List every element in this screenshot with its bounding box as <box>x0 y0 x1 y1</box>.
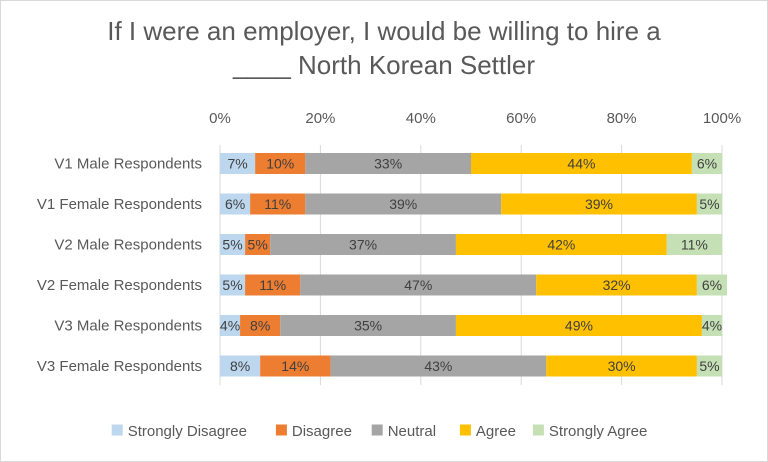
bar-segment <box>220 315 241 336</box>
x-axis-ticks: 0% 20% 40% 60% 80% 100% <box>209 110 741 127</box>
bar-segment <box>691 153 722 174</box>
data-label: 4% <box>220 318 240 334</box>
data-label: 8% <box>230 358 250 374</box>
legend-label: Strongly Agree <box>549 423 647 440</box>
bar-segment <box>455 234 667 255</box>
data-label: 30% <box>608 358 636 374</box>
data-label: 32% <box>603 277 631 293</box>
category-label: V3 Female Respondents <box>37 358 202 375</box>
chart-title: If I were an employer, I would be willin… <box>0 14 768 82</box>
bar-segment <box>501 193 697 215</box>
data-label: 44% <box>567 156 595 172</box>
legend-swatch <box>275 424 287 436</box>
legend-swatch <box>532 424 544 436</box>
data-label: 5% <box>222 237 242 253</box>
data-label: 39% <box>389 196 417 212</box>
data-label: 6% <box>697 156 717 172</box>
bar-segment <box>546 355 697 377</box>
data-label: 11% <box>259 277 286 293</box>
data-label: 33% <box>374 156 402 172</box>
bar-segment <box>305 153 471 174</box>
data-label: 7% <box>227 156 247 172</box>
data-label: 14% <box>281 358 309 374</box>
data-label: 8% <box>250 318 270 334</box>
data-label: 39% <box>585 196 613 212</box>
bar-segment <box>220 193 251 215</box>
bar-segment <box>330 355 547 377</box>
data-label: 10% <box>266 156 294 172</box>
bar-segment <box>255 153 306 174</box>
chart-title-line-1: If I were an employer, I would be willin… <box>107 16 661 46</box>
bar-segment <box>270 234 456 255</box>
bar-segment <box>305 193 502 215</box>
data-label: 6% <box>225 196 245 212</box>
bar-segment <box>250 193 306 215</box>
data-label: 43% <box>424 358 452 374</box>
bar-segment <box>300 274 537 296</box>
x-tick-label: 40% <box>406 110 436 127</box>
bar-segment <box>666 234 722 255</box>
bar-segment <box>696 193 722 215</box>
bar-segment <box>220 274 246 296</box>
bar-segment <box>280 315 456 336</box>
data-label: 5% <box>699 196 719 212</box>
bar-segment <box>240 315 281 336</box>
x-tick-label: 100% <box>703 110 741 127</box>
data-label: 4% <box>702 318 722 334</box>
category-labels: V1 Male Respondents V1 Female Respondents… <box>37 156 202 376</box>
data-label: 5% <box>222 277 242 293</box>
chart-title-line-2: ____ North Korean Settler <box>232 50 536 80</box>
category-label: V2 Male Respondents <box>54 237 202 254</box>
bar-segment <box>260 355 331 377</box>
data-label: 5% <box>699 358 719 374</box>
category-label: V3 Male Respondents <box>54 318 202 335</box>
data-label: 37% <box>349 237 377 253</box>
bar-segment <box>536 274 697 296</box>
category-label: V1 Female Respondents <box>37 196 202 213</box>
data-label: 35% <box>354 318 382 334</box>
x-tick-label: 80% <box>607 110 637 127</box>
legend: Strongly Disagree Disagree Neutral Agree Str… <box>111 423 647 440</box>
data-label: 11% <box>681 237 708 253</box>
data-label: 47% <box>404 277 432 293</box>
bar-segment <box>696 355 722 377</box>
bar-segment <box>220 355 261 377</box>
bar-segment <box>701 315 722 336</box>
x-tick-label: 20% <box>305 110 335 127</box>
legend-swatch <box>459 424 471 436</box>
category-label: V2 Female Respondents <box>37 277 202 294</box>
data-label: 5% <box>248 237 268 253</box>
legend-swatch <box>111 424 123 436</box>
legend-label: Agree <box>476 423 516 440</box>
legend-label: Disagree <box>292 423 352 440</box>
bar-segment <box>220 234 246 255</box>
category-label: V1 Male Respondents <box>54 156 202 173</box>
bar-segment <box>220 153 256 174</box>
bar-segment <box>245 234 271 255</box>
x-tick-label: 0% <box>209 110 231 127</box>
bar-segment <box>696 274 728 296</box>
bar-segment <box>245 274 301 296</box>
legend-label: Strongly Disagree <box>128 423 247 440</box>
data-label: 42% <box>547 237 575 253</box>
bar-segment <box>471 153 692 174</box>
gridlines <box>219 145 723 385</box>
legend-swatch <box>371 424 383 436</box>
bars: 7% 10% 33% 44% 6% 6% 11% 39% 39% 5% 5% 5% 37% 42% 11% 5… <box>220 153 728 377</box>
legend-label: Neutral <box>388 423 436 440</box>
bar-segment <box>455 315 702 336</box>
data-label: 6% <box>702 277 722 293</box>
data-label: 11% <box>264 196 291 212</box>
x-tick-label: 60% <box>506 110 536 127</box>
data-label: 49% <box>565 318 593 334</box>
